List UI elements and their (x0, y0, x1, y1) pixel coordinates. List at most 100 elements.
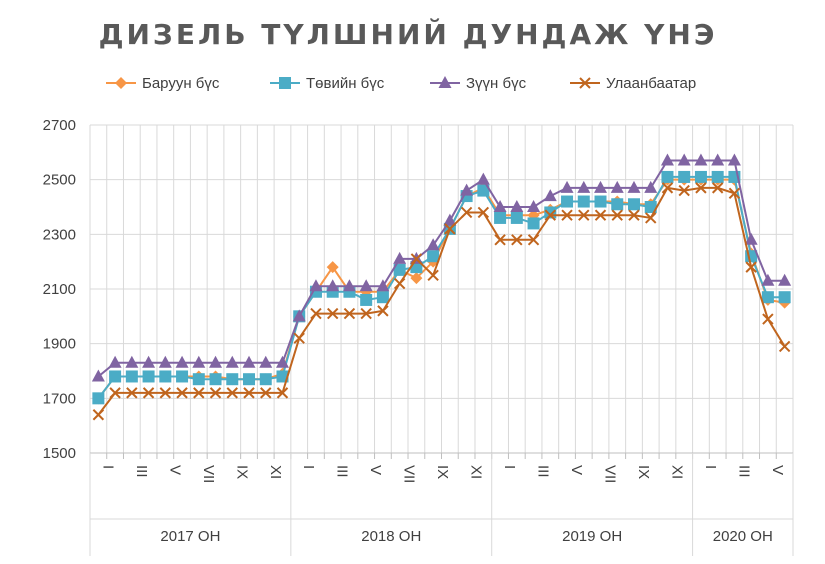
year-label: 2017 ОН (160, 528, 220, 545)
square-marker (243, 373, 256, 386)
x-marker (360, 307, 372, 320)
square-marker (577, 195, 590, 208)
x-tick-label-group: I (702, 465, 719, 469)
square-marker (510, 211, 523, 224)
x-marker (728, 187, 741, 200)
x-marker (460, 206, 473, 219)
x-tick-label: I (702, 465, 719, 469)
triangle-marker (259, 355, 273, 368)
x-tick-label: III (334, 465, 351, 478)
triangle-marker (275, 355, 289, 368)
triangle-marker (209, 355, 223, 368)
x-marker (310, 307, 322, 320)
square-marker (125, 370, 138, 383)
x-tick-label: V (367, 465, 384, 475)
triangle-marker (426, 238, 440, 251)
x-marker (444, 223, 456, 235)
triangle-marker (744, 232, 758, 245)
x-marker (778, 340, 791, 353)
y-tick-label: 2700 (43, 117, 76, 134)
square-marker (360, 293, 373, 306)
legend-entry: Улаанбаатар (570, 75, 696, 92)
square-marker (644, 201, 657, 213)
triangle-marker (694, 153, 708, 166)
x-tick-label-group: IX (233, 465, 250, 479)
triangle-marker (443, 213, 457, 226)
y-tick-label: 1700 (43, 390, 76, 407)
triangle-marker (660, 153, 674, 166)
x-tick-label: VII (602, 465, 619, 483)
x-marker (109, 387, 121, 399)
square-marker (393, 263, 406, 276)
x-marker (92, 409, 105, 421)
triangle-marker (711, 153, 725, 166)
x-marker (527, 234, 540, 246)
x-tick-label: I (501, 465, 518, 469)
x-tick-label-group: VII (602, 465, 619, 483)
x-tick-label: IX (434, 465, 451, 479)
x-tick-label: XI (668, 465, 685, 479)
x-marker (343, 307, 356, 320)
triangle-marker (242, 355, 256, 368)
triangle-marker (192, 355, 206, 368)
y-tick-label: 2300 (43, 226, 76, 243)
x-marker (176, 387, 188, 399)
triangle-marker (627, 180, 641, 193)
x-tick-label-group: V (166, 465, 183, 475)
triangle-marker (393, 251, 407, 264)
square-marker (276, 370, 289, 383)
triangle-marker (460, 183, 474, 196)
x-tick-label: III (735, 465, 752, 478)
x-marker (661, 182, 674, 194)
series-line (97, 186, 786, 416)
x-marker (611, 209, 623, 221)
series-layer (91, 153, 792, 421)
x-tick-label-group: III (535, 465, 552, 478)
x-tick-label-group: I (501, 465, 518, 469)
legend-entry: Зүүн бүс (430, 75, 527, 92)
triangle-marker (91, 369, 105, 382)
square-marker (561, 195, 574, 208)
x-marker (427, 269, 439, 282)
legend-label: Төвийн бүс (306, 75, 385, 92)
diamond-marker (326, 261, 339, 274)
triangle-marker (560, 180, 574, 193)
x-marker (326, 307, 339, 320)
x-tick-label-group: III (735, 465, 752, 478)
square-marker (761, 291, 774, 304)
diamond-marker (115, 77, 127, 89)
triangle-marker (326, 279, 340, 292)
x-tick-label: IX (635, 465, 652, 479)
triangle-marker (158, 355, 172, 368)
x-tick-label-group: V (769, 465, 786, 475)
square-marker (109, 370, 122, 383)
x-tick-label: XI (267, 465, 284, 479)
x-marker (711, 182, 724, 194)
x-tick-label-group: XI (468, 465, 485, 479)
square-marker (427, 250, 440, 263)
square-marker (694, 170, 707, 183)
y-tick-label: 2100 (43, 281, 76, 298)
x-marker (594, 209, 607, 221)
square-marker (594, 195, 607, 208)
x-tick-label-group: I (99, 465, 116, 469)
triangle-marker (677, 153, 691, 166)
x-marker (645, 212, 657, 224)
year-label: 2020 ОН (713, 528, 773, 545)
square-marker (259, 373, 272, 386)
triangle-marker (342, 279, 356, 292)
x-marker (159, 387, 172, 399)
legend: Баруун бүс Төвийн бүс Зүүн бүс Улаанбаатар (106, 75, 696, 92)
x-marker (745, 261, 757, 273)
x-marker (579, 77, 591, 89)
x-tick-label-group: XI (267, 465, 284, 479)
x-marker (226, 387, 238, 399)
square-marker (192, 373, 205, 386)
triangle-marker (359, 279, 373, 292)
x-tick-label: V (568, 465, 585, 475)
x-marker (142, 387, 155, 399)
x-tick-label: III (133, 465, 150, 478)
x-marker (293, 332, 305, 344)
y-tick-label: 2500 (43, 172, 76, 189)
triangle-marker (727, 153, 741, 166)
